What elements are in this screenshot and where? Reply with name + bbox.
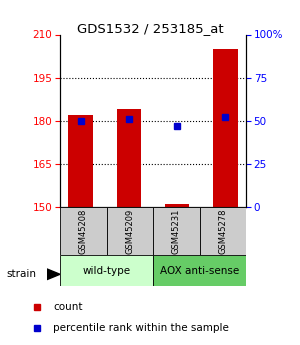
Bar (117, 109, 141, 207)
Text: AOX anti-sense: AOX anti-sense (160, 266, 239, 276)
Bar (153, 255, 246, 286)
Text: strain: strain (6, 269, 36, 279)
Text: GSM45278: GSM45278 (218, 208, 227, 254)
Text: wild-type: wild-type (82, 266, 130, 276)
Bar (153, 207, 200, 255)
Text: percentile rank within the sample: percentile rank within the sample (53, 323, 229, 333)
Text: GDS1532 / 253185_at: GDS1532 / 253185_at (77, 22, 223, 36)
Text: count: count (53, 302, 82, 312)
Bar (200, 207, 246, 255)
Text: GSM45231: GSM45231 (172, 208, 181, 254)
Bar (60, 255, 153, 286)
Bar (68, 115, 93, 207)
Text: GSM45208: GSM45208 (79, 208, 88, 254)
Bar (165, 204, 189, 207)
Polygon shape (46, 269, 60, 280)
Bar (213, 49, 238, 207)
Text: GSM45209: GSM45209 (125, 208, 134, 254)
Bar (106, 207, 153, 255)
Bar (60, 207, 106, 255)
